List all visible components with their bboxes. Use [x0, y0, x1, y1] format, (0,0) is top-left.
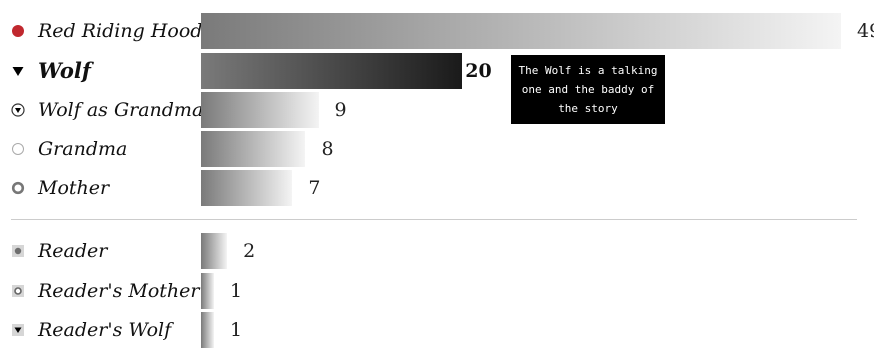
bar-reader-s-mother[interactable] — [201, 273, 215, 309]
bar-row-wolf: Wolf 20 — [0, 53, 874, 89]
bar-reader-s-wolf[interactable] — [201, 312, 215, 348]
bar-label-wolf: Wolf — [38, 58, 91, 83]
bar-row-reader: Reader 2 — [0, 233, 874, 269]
bar-red-riding-hood[interactable] — [201, 13, 841, 49]
bar-value-mother: 7 — [308, 177, 321, 199]
bar-label-red-riding-hood: Red Riding Hood — [38, 20, 203, 42]
bar-label-mother: Mother — [38, 177, 110, 199]
bar-wolf[interactable] — [201, 53, 463, 89]
wolf-tooltip: The Wolf is a talking one and the baddy … — [511, 55, 665, 124]
tooltip-line-3: the story — [558, 102, 618, 115]
bar-value-reader-s-mother: 1 — [230, 280, 243, 302]
reader-s-mother-marker-icon — [12, 285, 24, 297]
red-riding-hood-marker-icon — [12, 25, 24, 37]
tooltip-line-1: The Wolf is a talking — [518, 64, 658, 77]
bar-row-red-riding-hood: Red Riding Hood 49 — [0, 13, 874, 49]
bar-wolf-as-grandma[interactable] — [201, 92, 319, 128]
grandma-marker-icon — [12, 143, 24, 155]
bar-value-reader: 2 — [243, 240, 256, 262]
bar-value-grandma: 8 — [321, 138, 334, 160]
mother-marker-icon — [11, 181, 25, 195]
bar-value-wolf-as-grandma: 9 — [334, 99, 347, 121]
bar-row-reader-s-mother: Reader's Mother 1 — [0, 273, 874, 309]
bar-label-grandma: Grandma — [38, 138, 128, 160]
bar-grandma[interactable] — [201, 131, 306, 167]
reader-marker-icon — [12, 245, 24, 257]
bar-label-wolf-as-grandma: Wolf as Grandma — [38, 99, 204, 121]
group-divider — [11, 219, 857, 220]
bar-row-mother: Mother 7 — [0, 170, 874, 206]
bar-reader[interactable] — [201, 233, 228, 269]
bar-value-wolf: 20 — [465, 60, 492, 82]
reader-s-wolf-marker-icon — [12, 324, 24, 336]
bar-mother[interactable] — [201, 170, 293, 206]
bar-row-grandma: Grandma 8 — [0, 131, 874, 167]
tooltip-line-2: one and the baddy of — [521, 83, 655, 96]
bar-label-reader-s-mother: Reader's Mother — [38, 280, 200, 302]
bar-label-reader: Reader — [38, 240, 108, 262]
bar-value-red-riding-hood: 49 — [857, 20, 874, 42]
bar-value-reader-s-wolf: 1 — [230, 319, 243, 341]
bar-row-wolf-as-grandma: Wolf as Grandma 9 — [0, 92, 874, 128]
bar-label-reader-s-wolf: Reader's Wolf — [38, 319, 172, 341]
wolf-marker-icon — [12, 67, 24, 76]
wolf-as-grandma-marker-icon — [11, 103, 25, 117]
bar-row-reader-s-wolf: Reader's Wolf 1 — [0, 312, 874, 348]
